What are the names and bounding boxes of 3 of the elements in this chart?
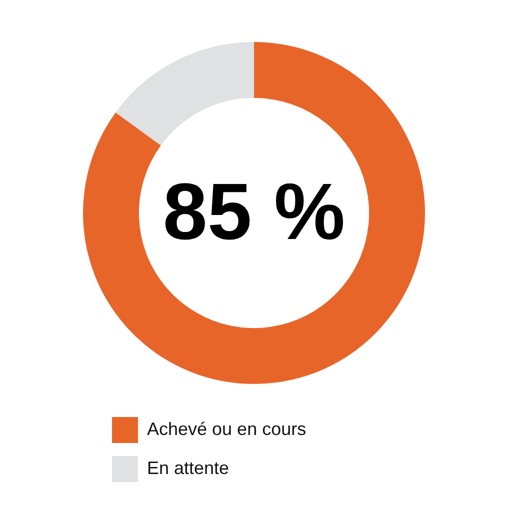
- legend-label: En attente: [147, 458, 230, 478]
- text: 85 %: [162, 167, 346, 256]
- legend-label: Achevé ou en cours: [147, 418, 306, 439]
